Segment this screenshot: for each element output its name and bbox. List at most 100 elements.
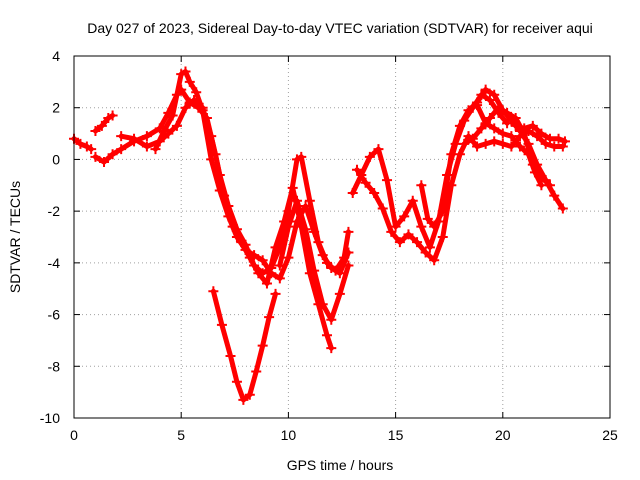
- data-point: [309, 226, 320, 237]
- data-point: [497, 138, 508, 149]
- data-point: [291, 195, 302, 206]
- series-trace-4: [116, 94, 354, 279]
- y-tick-label: -2: [48, 203, 61, 219]
- data-point: [257, 268, 268, 279]
- data-point: [476, 123, 487, 134]
- data-point: [184, 76, 195, 87]
- data-point: [519, 123, 530, 134]
- data-point: [360, 177, 371, 188]
- data-point: [300, 200, 311, 211]
- data-point: [99, 157, 110, 168]
- data-point: [422, 213, 433, 224]
- data-point: [244, 389, 255, 400]
- data-point: [544, 180, 555, 191]
- data-point: [216, 319, 227, 330]
- data-point: [373, 144, 384, 155]
- data-point: [549, 190, 560, 201]
- data-point: [180, 102, 191, 113]
- data-point: [489, 136, 500, 147]
- y-tick-label: -6: [48, 307, 61, 323]
- data-point: [300, 224, 311, 235]
- data-point: [180, 66, 191, 77]
- data-point: [559, 136, 570, 147]
- data-point: [493, 102, 504, 113]
- data-point: [429, 255, 440, 266]
- data-point: [536, 128, 547, 139]
- data-point: [261, 278, 272, 289]
- data-point: [206, 154, 217, 165]
- series-line: [92, 113, 116, 134]
- data-point: [86, 144, 97, 155]
- data-point: [416, 221, 427, 232]
- data-point: [96, 120, 107, 131]
- series-trace-12: [472, 100, 547, 191]
- data-point: [549, 141, 560, 152]
- y-axis-label: SDTVAR / TECUs: [7, 181, 23, 293]
- data-point: [251, 366, 262, 377]
- y-tick-label: -4: [48, 255, 61, 271]
- data-point: [463, 105, 474, 116]
- data-point: [536, 180, 547, 191]
- data-point: [489, 123, 500, 134]
- series-trace-6: [208, 286, 281, 405]
- data-point: [506, 131, 517, 142]
- data-point: [412, 237, 423, 248]
- series-trace-2: [90, 110, 118, 136]
- x-tick-label: 10: [281, 427, 297, 443]
- data-point: [506, 141, 517, 152]
- plot-frame: [73, 55, 611, 419]
- data-point: [437, 232, 448, 242]
- data-point: [553, 133, 564, 144]
- data-point: [141, 131, 152, 142]
- data-point: [480, 138, 491, 149]
- data-point: [90, 151, 101, 162]
- data-point: [326, 343, 337, 354]
- data-point: [249, 260, 260, 271]
- data-point: [382, 175, 393, 186]
- data-point: [116, 131, 127, 142]
- data-point: [390, 221, 401, 232]
- data-point: [377, 203, 388, 214]
- data-point: [489, 89, 500, 100]
- x-tick-label: 5: [177, 427, 185, 443]
- data-point: [480, 84, 491, 95]
- data-point: [334, 268, 345, 279]
- data-point: [309, 265, 320, 276]
- data-point: [326, 314, 337, 325]
- data-point: [394, 237, 405, 248]
- data-point: [223, 211, 234, 222]
- data-point: [150, 144, 161, 155]
- data-point: [107, 149, 118, 160]
- data-point: [403, 229, 414, 240]
- data-point: [90, 125, 101, 136]
- data-point: [529, 167, 540, 178]
- data-point: [484, 94, 495, 105]
- data-point: [317, 250, 328, 261]
- data-point: [467, 133, 478, 144]
- data-point: [274, 273, 285, 284]
- data-point: [446, 149, 457, 160]
- data-point: [167, 110, 178, 121]
- data-point: [264, 312, 275, 323]
- data-point: [240, 244, 251, 255]
- series-layer: [69, 66, 570, 405]
- data-point: [484, 113, 495, 124]
- data-point: [347, 188, 358, 199]
- series-line: [71, 136, 94, 152]
- data-point: [437, 206, 448, 217]
- x-axis-label: GPS time / hours: [287, 457, 394, 473]
- series-line: [418, 87, 566, 230]
- data-point: [544, 133, 555, 144]
- data-point: [225, 350, 236, 361]
- data-point: [296, 151, 307, 162]
- data-point: [304, 195, 315, 206]
- data-point: [497, 128, 508, 139]
- series-trace-9: [352, 125, 568, 266]
- data-point: [208, 286, 219, 297]
- ticks: 0 5 10 15 20 25 -10 -8 -6 -4 -2 0 2 4: [40, 48, 618, 443]
- data-point: [420, 247, 431, 258]
- data-point: [459, 138, 470, 149]
- data-point: [141, 141, 152, 152]
- series-trace-5: [150, 66, 354, 284]
- data-point: [171, 120, 182, 131]
